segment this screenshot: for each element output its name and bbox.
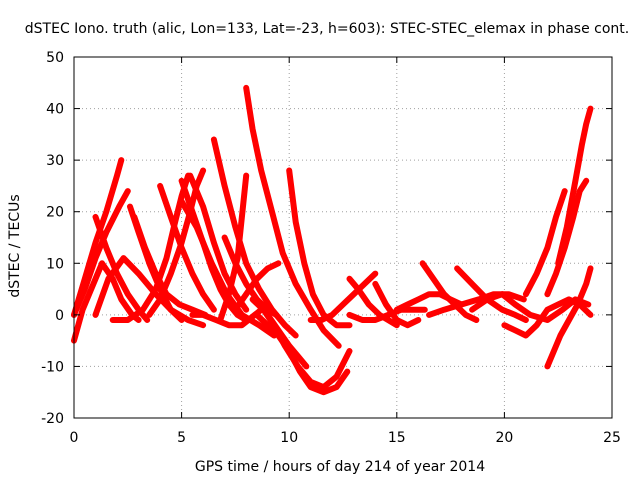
x-tick-label: 20 (495, 430, 513, 446)
y-tick-label: 20 (46, 205, 64, 221)
series-line (187, 172, 250, 313)
series-line (286, 167, 353, 329)
series-line (372, 280, 422, 329)
series-line (544, 265, 594, 370)
series-line (131, 213, 209, 318)
series-line (221, 234, 280, 318)
x-tick-label: 10 (280, 430, 298, 446)
y-axis-label: dSTEC / TECUs (7, 194, 23, 297)
series-line (555, 105, 594, 267)
series-line (346, 275, 400, 329)
y-tick-label: 30 (46, 153, 64, 169)
series-group (71, 84, 594, 396)
series-line (454, 265, 529, 323)
series-line (92, 255, 207, 329)
series-line (71, 260, 142, 344)
series-line (307, 270, 379, 323)
y-tick-label: 50 (46, 50, 64, 66)
series-line (243, 84, 342, 349)
y-tick-label: 10 (46, 256, 64, 272)
x-tick-label: 0 (70, 430, 79, 446)
plot-frame (73, 56, 613, 419)
y-tick-label: -10 (41, 359, 64, 375)
series-line (157, 182, 217, 313)
x-tick-label: 5 (177, 430, 186, 446)
series-line (522, 188, 568, 298)
series-line (253, 311, 351, 396)
series-line (217, 172, 250, 323)
x-axis-label: GPS time / hours of day 214 of year 2014 (195, 459, 485, 475)
series-line (71, 188, 131, 318)
x-tick-label: 15 (388, 430, 406, 446)
series-line (426, 291, 527, 318)
y-tick-label: 0 (55, 308, 64, 324)
series-line (544, 177, 590, 298)
series-line (232, 260, 282, 313)
axis-ticks: 0 5 10 15 20 25 -20 -10 0 10 20 30 40 50 (41, 50, 621, 446)
series-line (178, 177, 250, 323)
series-line (346, 306, 428, 323)
series-line (419, 260, 480, 323)
series-line (264, 311, 310, 370)
series-line (210, 136, 299, 339)
y-tick-label: 40 (46, 102, 64, 118)
y-tick-label: -20 (41, 411, 64, 427)
chart-title: dSTEC Iono. truth (alic, Lon=133, Lat=-2… (25, 21, 629, 37)
x-tick-label: 25 (603, 430, 621, 446)
